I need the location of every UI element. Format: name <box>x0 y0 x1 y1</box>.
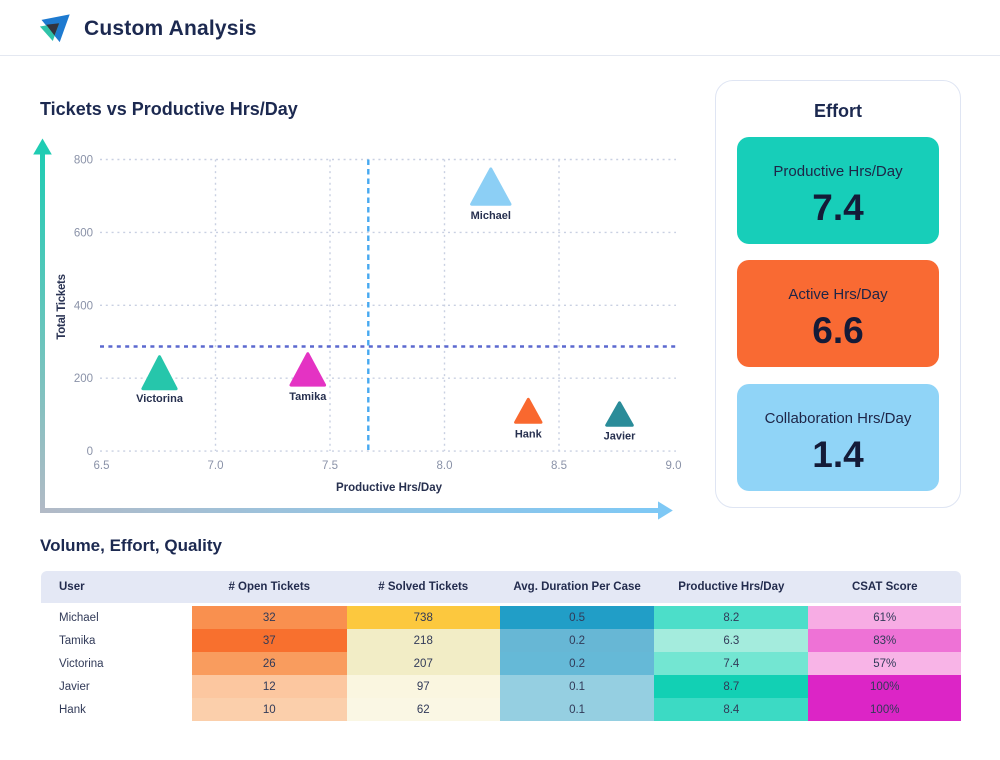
svg-text:800: 800 <box>74 155 93 167</box>
svg-text:6.5: 6.5 <box>94 460 110 472</box>
svg-text:9.0: 9.0 <box>666 460 682 472</box>
svg-text:0: 0 <box>87 446 93 458</box>
svg-text:Total Tickets: Total Tickets <box>56 274 68 339</box>
svg-text:600: 600 <box>74 227 93 239</box>
svg-text:7.0: 7.0 <box>208 460 224 472</box>
svg-text:Hank: Hank <box>515 428 543 440</box>
svg-text:200: 200 <box>74 373 93 385</box>
svg-text:7.5: 7.5 <box>322 460 338 472</box>
svg-text:Victorina: Victorina <box>136 393 184 405</box>
svg-text:Tamika: Tamika <box>289 391 327 403</box>
svg-text:Javier: Javier <box>604 431 637 443</box>
svg-text:400: 400 <box>74 300 93 312</box>
svg-text:Michael: Michael <box>471 210 511 222</box>
svg-text:8.0: 8.0 <box>437 460 453 472</box>
svg-text:Productive Hrs/Day: Productive Hrs/Day <box>336 482 443 494</box>
svg-text:8.5: 8.5 <box>551 460 567 472</box>
